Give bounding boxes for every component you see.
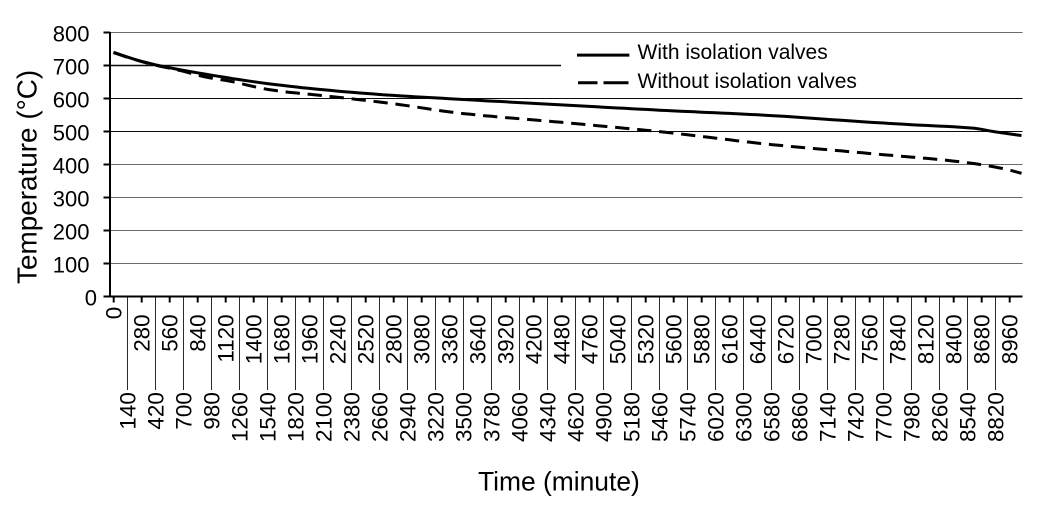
svg-text:8960: 8960 (998, 314, 1023, 364)
svg-text:6300: 6300 (732, 392, 757, 442)
svg-text:500: 500 (53, 120, 90, 145)
svg-text:3780: 3780 (480, 392, 505, 442)
svg-text:5460: 5460 (648, 392, 673, 442)
svg-text:3920: 3920 (494, 314, 519, 364)
svg-text:1680: 1680 (270, 314, 295, 364)
svg-text:7840: 7840 (886, 314, 911, 364)
svg-text:300: 300 (53, 186, 90, 211)
svg-text:7280: 7280 (830, 314, 855, 364)
svg-text:Without isolation valves: Without isolation valves (638, 70, 857, 93)
svg-text:1120: 1120 (214, 314, 239, 362)
svg-text:6860: 6860 (788, 392, 813, 442)
svg-text:2660: 2660 (368, 392, 393, 442)
svg-text:0: 0 (102, 307, 127, 319)
svg-text:1960: 1960 (298, 314, 323, 364)
svg-text:7420: 7420 (844, 392, 869, 442)
svg-text:6440: 6440 (746, 314, 771, 364)
svg-text:6160: 6160 (718, 314, 743, 364)
svg-text:4200: 4200 (522, 314, 547, 364)
svg-text:700: 700 (172, 392, 197, 429)
svg-text:Temperature (°C): Temperature (°C) (12, 70, 43, 284)
svg-text:1260: 1260 (228, 392, 253, 442)
svg-text:4060: 4060 (508, 392, 533, 442)
svg-text:2940: 2940 (396, 392, 421, 442)
svg-text:1820: 1820 (284, 392, 309, 442)
svg-text:0: 0 (85, 285, 97, 310)
svg-text:280: 280 (130, 314, 155, 351)
svg-text:Time (minute): Time (minute) (478, 466, 640, 496)
svg-text:3640: 3640 (466, 314, 491, 364)
svg-text:8260: 8260 (928, 392, 953, 442)
svg-text:7700: 7700 (872, 392, 897, 442)
svg-text:6020: 6020 (704, 392, 729, 442)
svg-text:3080: 3080 (410, 314, 435, 364)
svg-text:2520: 2520 (354, 314, 379, 364)
svg-text:2100: 2100 (312, 392, 337, 442)
svg-text:200: 200 (53, 219, 90, 244)
svg-text:8120: 8120 (914, 314, 939, 364)
svg-text:7980: 7980 (900, 392, 925, 442)
svg-text:6580: 6580 (760, 392, 785, 442)
svg-text:5040: 5040 (606, 314, 631, 364)
svg-text:5600: 5600 (662, 314, 687, 364)
svg-text:7000: 7000 (802, 314, 827, 364)
svg-text:100: 100 (53, 252, 90, 277)
svg-text:560: 560 (158, 314, 183, 351)
svg-text:3360: 3360 (438, 314, 463, 364)
svg-text:4340: 4340 (536, 392, 561, 442)
svg-text:5180: 5180 (620, 392, 645, 442)
svg-text:5740: 5740 (676, 392, 701, 442)
svg-text:1540: 1540 (256, 392, 281, 442)
svg-text:4620: 4620 (564, 392, 589, 442)
svg-text:420: 420 (144, 392, 169, 429)
svg-text:4900: 4900 (592, 392, 617, 442)
svg-text:840: 840 (186, 314, 211, 351)
svg-text:700: 700 (53, 54, 90, 79)
svg-text:6720: 6720 (774, 314, 799, 364)
svg-text:980: 980 (200, 392, 225, 429)
svg-text:8540: 8540 (956, 392, 981, 442)
svg-text:600: 600 (53, 87, 90, 112)
svg-text:1400: 1400 (242, 314, 267, 364)
svg-text:4480: 4480 (550, 314, 575, 364)
svg-text:8400: 8400 (942, 314, 967, 364)
svg-text:7560: 7560 (858, 314, 883, 364)
svg-text:800: 800 (53, 21, 90, 46)
svg-text:7140: 7140 (816, 392, 841, 442)
svg-text:2800: 2800 (382, 314, 407, 364)
svg-text:8820: 8820 (984, 392, 1009, 442)
svg-text:With isolation valves: With isolation valves (638, 41, 828, 64)
svg-text:8680: 8680 (970, 314, 995, 364)
svg-text:2380: 2380 (340, 392, 365, 442)
svg-text:5320: 5320 (634, 314, 659, 364)
svg-text:4760: 4760 (578, 314, 603, 364)
svg-text:3500: 3500 (452, 392, 477, 442)
svg-text:140: 140 (116, 392, 141, 429)
svg-text:3220: 3220 (424, 392, 449, 442)
svg-text:5880: 5880 (690, 314, 715, 364)
svg-text:2240: 2240 (326, 314, 351, 364)
svg-text:400: 400 (53, 153, 90, 178)
